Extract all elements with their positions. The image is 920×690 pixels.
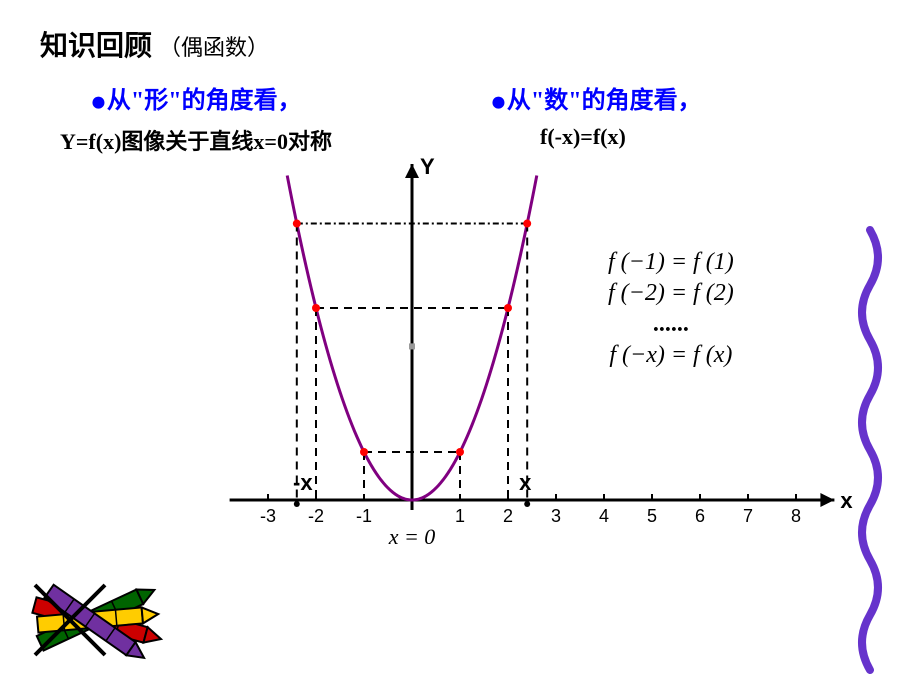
- wave-decoration: [0, 0, 920, 690]
